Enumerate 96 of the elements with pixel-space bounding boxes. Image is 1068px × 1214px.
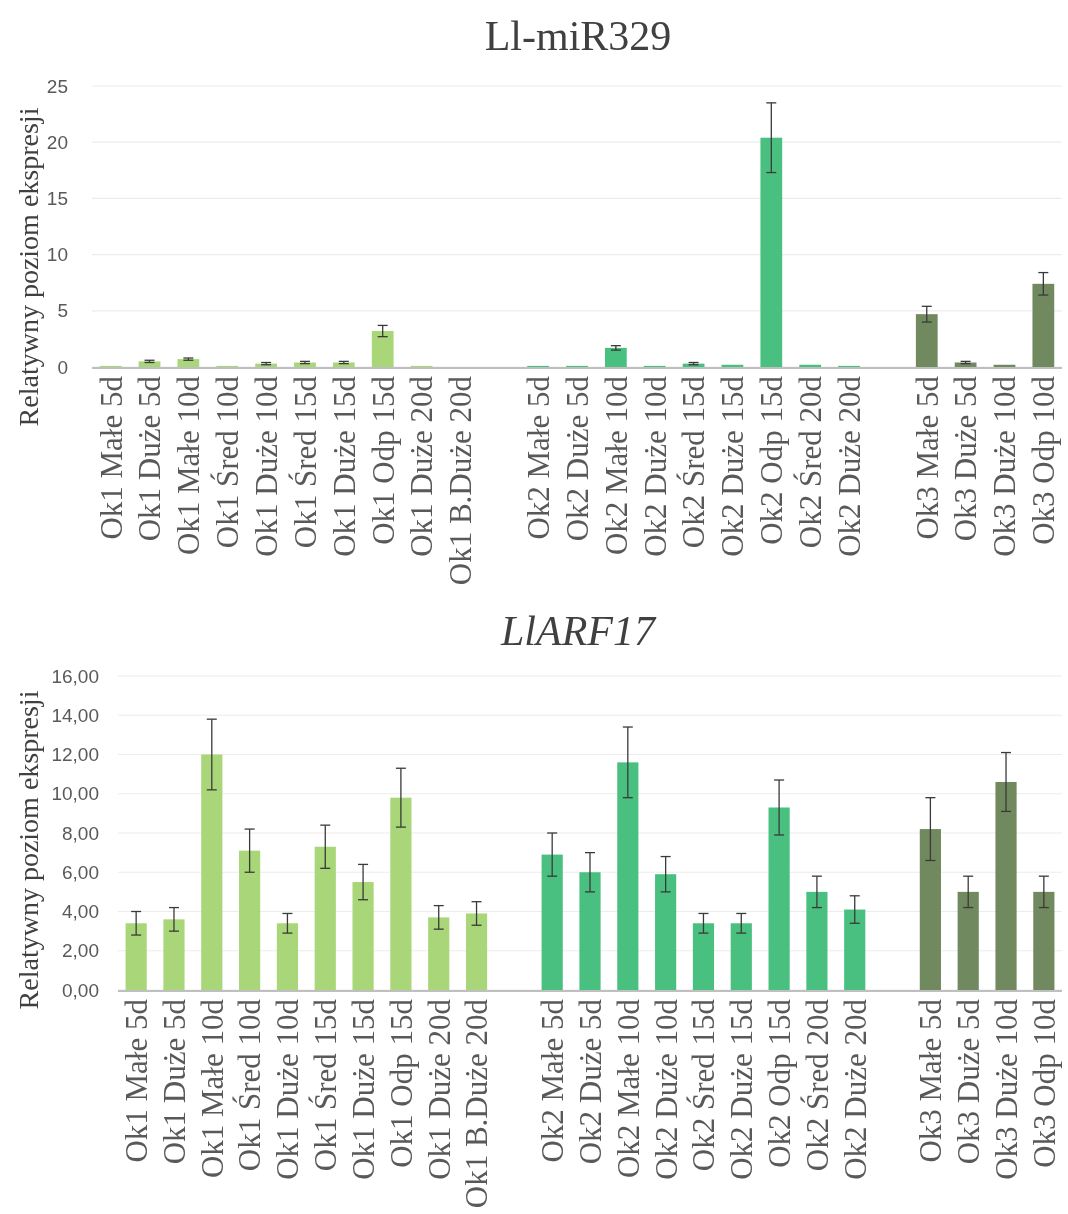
bar <box>1033 891 1055 990</box>
bar <box>201 754 223 990</box>
x-tick-label: Ok2 Śred 20d <box>799 998 835 1172</box>
y-tick-label: 0 <box>57 356 68 378</box>
x-tick-label: Ok1 Odp 15d <box>383 998 419 1168</box>
x-tick-label: Ok1 Duże 15d <box>345 998 381 1180</box>
y-tick-label: 2,00 <box>62 940 99 962</box>
y-tick-label: 10,00 <box>51 783 99 805</box>
x-tick-label: Ok1 Śred 10d <box>232 998 268 1172</box>
x-tick-label: Ok2 Małe 10d <box>610 998 646 1179</box>
x-tick-label: Ok2 Duże 15d <box>715 375 751 557</box>
y-tick-label: 10 <box>46 244 68 266</box>
bar <box>768 807 790 990</box>
x-tick-label: Ok1 Śred 15d <box>287 375 323 549</box>
bar <box>579 872 601 990</box>
bar <box>239 850 261 990</box>
y-tick-label: 20 <box>46 131 68 153</box>
bar <box>177 359 200 367</box>
bar <box>428 917 450 990</box>
x-tick-label: Ok2 Małe 5d <box>535 998 571 1163</box>
x-tick-label: Ok2 Duże 5d <box>559 375 595 542</box>
x-tick-label: Ok1 Duże 10d <box>270 998 306 1180</box>
bar <box>390 797 412 990</box>
x-tick-label: Ok1 Małe 5d <box>119 998 154 1163</box>
x-tick-label: Ok2 Duże 10d <box>637 375 673 557</box>
x-tick-label: Ok2 Śred 15d <box>686 998 722 1172</box>
x-tick-label: Ok3 Odp 10d <box>1026 998 1062 1168</box>
x-tick-label: Ok3 Duże 10d <box>987 375 1023 557</box>
x-tick-label: Ok1 Duże 20d <box>404 375 440 557</box>
x-tick-label: Ok3 Odp 10d <box>1026 375 1062 545</box>
x-tick-label: Ok1 Duże 5d <box>156 998 192 1165</box>
y-tick-label: 4,00 <box>62 901 99 923</box>
bar <box>799 364 822 367</box>
bar <box>995 781 1017 990</box>
x-tick-label: Ok1 Duże 15d <box>326 375 362 557</box>
bar <box>655 874 677 990</box>
chart-title: LlARF17 <box>500 608 657 654</box>
x-tick-label: Ok2 Duże 10d <box>648 998 684 1180</box>
x-tick-label: Ok1 Duże 10d <box>248 375 284 557</box>
x-tick-label: Ok2 Duże 20d <box>837 998 873 1180</box>
x-tick-label: Ok2 Duże 5d <box>572 998 608 1165</box>
x-tick-label: Ok2 Duże 15d <box>724 998 760 1180</box>
bar <box>1032 283 1055 367</box>
x-tick-label: Ok3 Duże 10d <box>988 998 1024 1180</box>
bar <box>138 361 161 367</box>
x-tick-label: Ok1 B.Duże 20d <box>443 375 479 586</box>
bar <box>371 331 394 367</box>
chart-title: Ll-miR329 <box>484 13 672 59</box>
x-tick-label: Ok1 Małe 10d <box>194 998 230 1179</box>
bar <box>919 829 941 990</box>
bar <box>604 347 627 367</box>
x-tick-label: Ok1 Małe 5d <box>93 375 129 540</box>
bar <box>314 846 336 990</box>
bar <box>617 762 639 990</box>
x-tick-label: Ok1 Małe 10d <box>171 375 207 556</box>
x-tick-label: Ok2 Śred 15d <box>676 375 712 549</box>
x-tick-label: Ok1 B.Duże 20d <box>459 998 495 1209</box>
y-tick-label: 14,00 <box>51 704 99 726</box>
bar <box>541 854 563 990</box>
y-tick-label: 25 <box>46 75 68 97</box>
x-tick-label: Ok3 Małe 5d <box>913 998 949 1163</box>
x-tick-label: Ok3 Duże 5d <box>951 998 987 1165</box>
bar <box>163 919 185 990</box>
y-tick-label: 12,00 <box>51 744 99 766</box>
x-tick-label: Ok3 Małe 5d <box>909 375 945 540</box>
x-tick-label: Ok1 Śred 15d <box>308 998 344 1172</box>
x-tick-label: Ok1 Duże 5d <box>132 375 168 542</box>
y-axis-title: Relatywny poziom ekspresji <box>12 107 44 427</box>
x-tick-label: Ok1 Odp 15d <box>365 375 401 545</box>
bar <box>760 137 783 367</box>
x-tick-label: Ok2 Duże 20d <box>831 375 867 557</box>
bar <box>844 909 866 990</box>
x-tick-label: Ok1 Duże 20d <box>421 998 457 1180</box>
bar <box>692 923 715 990</box>
bar <box>465 913 488 990</box>
y-tick-label: 15 <box>46 188 68 210</box>
y-tick-label: 5 <box>57 300 68 322</box>
y-axis-title: Relatywny poziom ekspresji <box>12 690 44 1010</box>
y-tick-label: 16,00 <box>51 665 99 687</box>
y-tick-label: 8,00 <box>62 822 99 844</box>
x-tick-label: Ok2 Odp 15d <box>761 998 797 1168</box>
y-tick-label: 0,00 <box>62 979 99 1001</box>
x-tick-label: Ok2 Odp 15d <box>754 375 790 545</box>
x-tick-label: Ok2 Małe 5d <box>520 375 556 540</box>
bar <box>276 923 299 990</box>
bar <box>730 923 752 990</box>
x-tick-label: Ok1 Śred 10d <box>210 375 246 549</box>
bar <box>352 882 374 990</box>
bar <box>125 923 147 990</box>
bar <box>915 314 938 367</box>
x-tick-label: Ok2 Śred 20d <box>793 375 829 549</box>
x-tick-label: Ok2 Małe 10d <box>598 375 634 556</box>
y-tick-label: 6,00 <box>62 861 99 883</box>
x-tick-label: Ok3 Duże 5d <box>948 375 984 542</box>
bar <box>957 891 979 990</box>
bar <box>806 891 828 990</box>
